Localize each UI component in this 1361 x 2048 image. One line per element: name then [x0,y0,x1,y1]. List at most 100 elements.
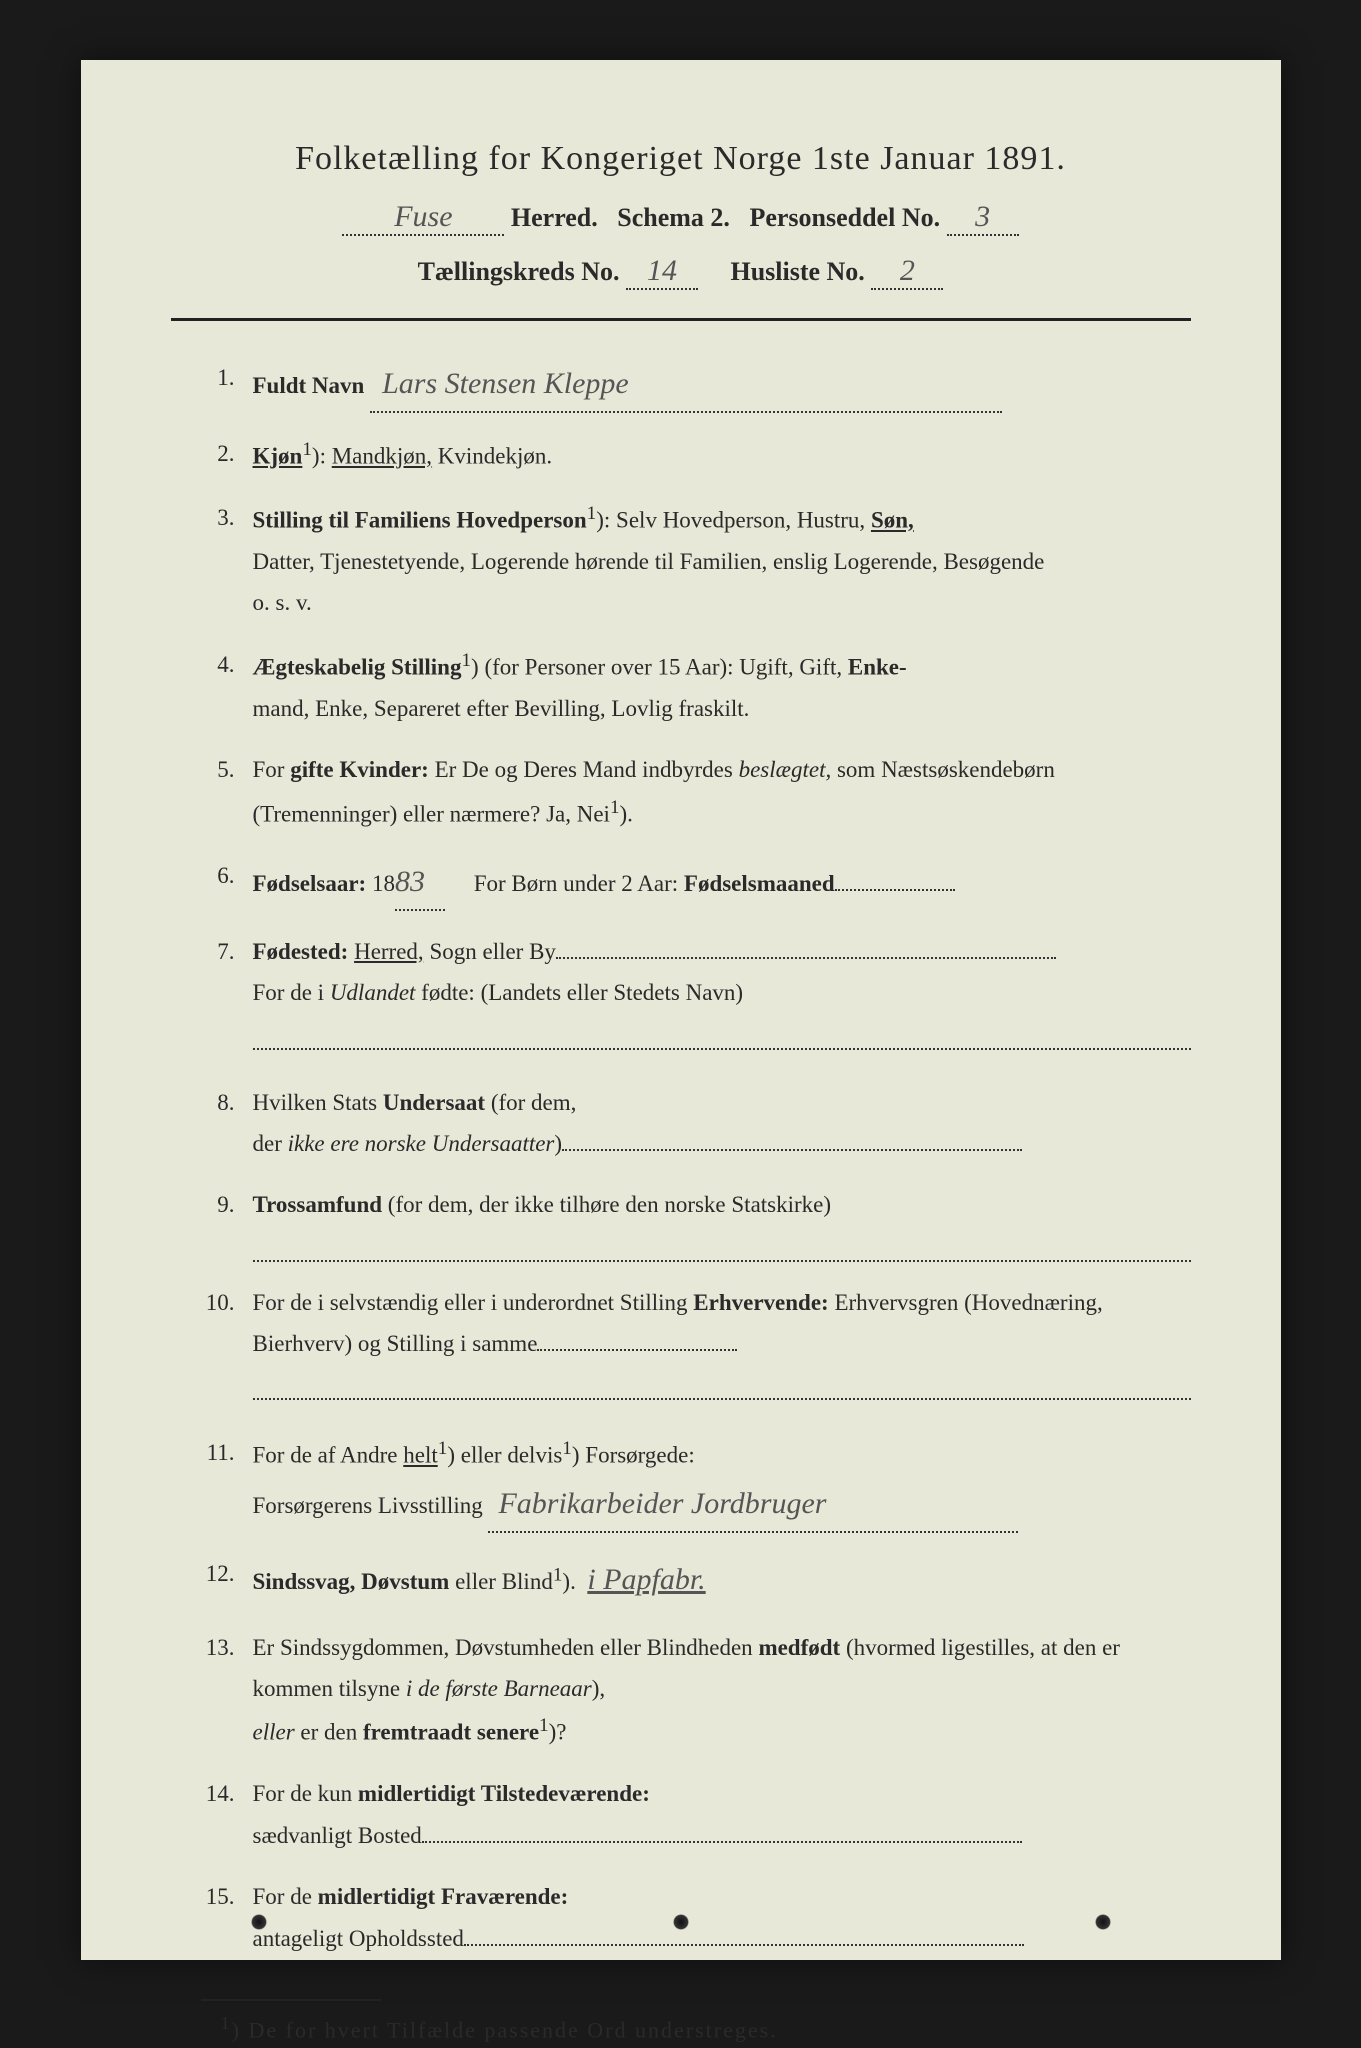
q13-frem: fremtraadt senere [363,1720,539,1745]
q12-t1: eller Blind [449,1569,552,1594]
q7-herred: Herred, [354,939,424,964]
q10-blank1 [537,1349,737,1351]
item-6: 6. Fødselsaar: 1883 For Børn under 2 Aar… [181,855,1191,911]
husliste-label: Husliste No. [730,257,864,286]
q12-value: i Papfabr. [587,1563,705,1596]
husliste-value: 2 [871,254,943,290]
q5-gifte: gifte Kvinder: [290,757,429,782]
kreds-label: Tællingskreds No. [418,257,620,286]
item-num: 7. [181,931,253,1050]
item-body: Kjøn1): Mandkjøn, Kvindekjøn. [253,433,1191,477]
item-num: 13. [181,1627,253,1754]
q3-t2: Datter, Tjenestetyende, Logerende hørend… [253,549,1045,574]
schema-label: Schema 2. [617,203,730,232]
q3-label: Stilling til Familiens Hovedperson [253,508,587,533]
q14-t1: For de kun [253,1781,358,1806]
footnote-rule [201,1999,381,2001]
sup: 1 [539,1715,549,1736]
q14-t2: sædvanligt Bosted [253,1823,422,1848]
q6-blank [835,889,955,891]
q3-t1: ): Selv Hovedperson, Hustru, [596,508,871,533]
item-body: Fuldt Navn Lars Stensen Kleppe [253,357,1191,413]
q4-enke: Enke- [848,655,907,680]
q12-label: Sindssvag, Døvstum [253,1569,450,1594]
item-body: Sindssvag, Døvstum eller Blind1). i Papf… [253,1553,1191,1607]
item-body: Fødested: Herred, Sogn eller By For de i… [253,931,1191,1050]
item-11: 11. For de af Andre helt1) eller delvis1… [181,1432,1191,1532]
q13-eller: eller [253,1720,295,1745]
q8-blank [562,1149,1022,1151]
personseddel-value: 3 [947,200,1019,236]
q9-blank [253,1232,1191,1262]
q7-udl: Udlandet [330,980,416,1005]
q11-value: Fabrikarbeider Jordbruger [488,1477,1018,1533]
q13-medf: medfødt [758,1635,840,1660]
q11-t4: Forsørgerens Livsstilling [253,1493,483,1518]
sup: 1 [587,503,597,524]
item-body: For de af Andre helt1) eller delvis1) Fo… [253,1432,1191,1532]
item-7: 7. Fødested: Herred, Sogn eller By For d… [181,931,1191,1050]
q13-t1: Er Sindssygdommen, Døvstumheden eller Bl… [253,1635,759,1660]
punch-hole [251,1914,267,1930]
q10-erhv: Erhvervende: [693,1290,828,1315]
items-list: 1. Fuldt Navn Lars Stensen Kleppe 2. Kjø… [171,357,1191,1959]
item-num: 9. [181,1184,253,1261]
herred-label: Herred. [511,203,598,232]
item-num: 14. [181,1773,253,1856]
q14-blank [422,1841,1022,1843]
q9-label: Trossamfund [253,1192,383,1217]
q2-opt2: Kvindekjøn. [438,444,552,469]
punch-hole [673,1914,689,1930]
item-num: 8. [181,1082,253,1165]
sup: 1 [610,797,620,818]
divider-top [171,318,1191,321]
q3-t3: o. s. v. [253,590,312,615]
item-body: For de midlertidigt Fraværende: antageli… [253,1876,1191,1959]
q4-t2: mand, Enke, Separeret efter Bevilling, L… [253,696,750,721]
q13-iforste: i de første Barneaar [406,1676,592,1701]
q2-label: Kjøn [253,444,303,469]
q15-t2: antageligt Opholdssted [253,1926,464,1951]
item-num: 5. [181,749,253,834]
q6-prefix: 18 [372,871,395,896]
item-8: 8. Hvilken Stats Undersaat (for dem, der… [181,1082,1191,1165]
q6-t2: For Børn under 2 Aar: [474,871,684,896]
sup: 1 [562,1438,572,1459]
item-body: Hvilken Stats Undersaat (for dem, der ik… [253,1082,1191,1165]
item-body: Trossamfund (for dem, der ikke tilhøre d… [253,1184,1191,1261]
item-num: 4. [181,644,253,729]
q8-t3: der [253,1131,288,1156]
q3-son: Søn, [871,508,914,533]
page-title: Folketælling for Kongeriget Norge 1ste J… [171,140,1191,178]
header-line-2: Tællingskreds No. 14 Husliste No. 2 [171,254,1191,290]
q6-value: 83 [395,855,445,911]
q13-t5: )? [549,1720,567,1745]
item-body: Stilling til Familiens Hovedperson1): Se… [253,497,1191,624]
q6-label: Fødselsaar: [253,871,367,896]
q11-t3: ) Forsørgede: [572,1443,695,1468]
q8-t1: Hvilken Stats [253,1090,383,1115]
q8-ikke: ikke ere norske Undersaatter [288,1131,555,1156]
q8-t2: (for dem, [485,1090,576,1115]
item-num: 1. [181,357,253,413]
q11-helt: helt [403,1443,438,1468]
q7-blank2 [253,1020,1191,1050]
item-num: 10. [181,1282,253,1401]
q1-label: Fuldt Navn [253,373,365,398]
item-num: 2. [181,433,253,477]
q7-t2: For de i [253,980,330,1005]
q7-t1: Sogn eller By [424,939,556,964]
item-body: Fødselsaar: 1883 For Børn under 2 Aar: F… [253,855,1191,911]
q10-t1: For de i selvstændig eller i underordnet… [253,1290,694,1315]
item-body: For de kun midlertidigt Tilstedeværende:… [253,1773,1191,1856]
item-3: 3. Stilling til Familiens Hovedperson1):… [181,497,1191,624]
q15-t1: For de [253,1884,318,1909]
item-num: 6. [181,855,253,911]
q7-label: Fødested: [253,939,349,964]
item-9: 9. Trossamfund (for dem, der ikke tilhør… [181,1184,1191,1261]
header-line-1: Fuse Herred. Schema 2. Personseddel No. … [171,200,1191,236]
q13-t3: ), [592,1676,605,1701]
personseddel-label: Personseddel No. [749,203,940,232]
q1-value: Lars Stensen Kleppe [370,357,1002,413]
q10-blank2 [253,1370,1191,1400]
